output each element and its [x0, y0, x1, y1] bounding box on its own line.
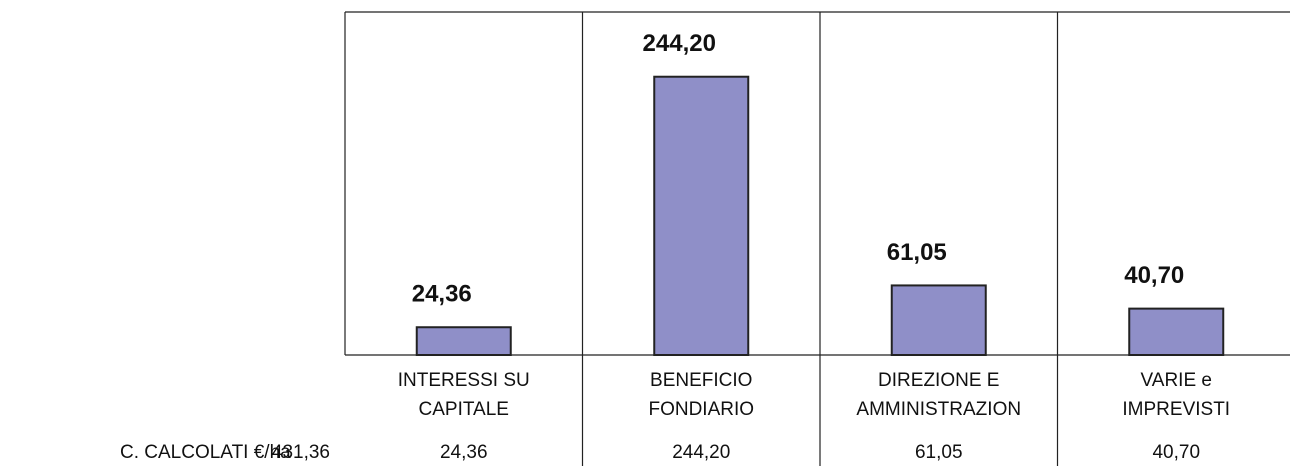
table-cell: 61,05 — [915, 442, 963, 463]
data-label: 24,36 — [412, 281, 472, 308]
table-total: 431,36 — [272, 442, 330, 463]
x-tick-label: INTERESSI SU CAPITALE — [398, 370, 530, 420]
data-label: 61,05 — [887, 239, 947, 266]
table-cell: 40,70 — [1152, 442, 1200, 463]
x-tick-label: BENEFICIO FONDIARIO — [648, 370, 754, 420]
data-label: 244,20 — [643, 30, 716, 57]
bar — [653, 75, 750, 356]
table-cell: 244,20 — [672, 442, 730, 463]
x-tick-label: DIREZIONE E AMMINISTRAZION — [856, 370, 1021, 420]
data-label: 40,70 — [1124, 262, 1184, 289]
bar — [890, 284, 987, 356]
bar — [1128, 307, 1225, 357]
table-cell: 24,36 — [440, 442, 488, 463]
x-tick-label: VARIE e IMPREVISTI — [1122, 370, 1230, 420]
bar — [415, 326, 512, 357]
table-row-label: C. CALCOLATI €/ha — [120, 442, 291, 463]
